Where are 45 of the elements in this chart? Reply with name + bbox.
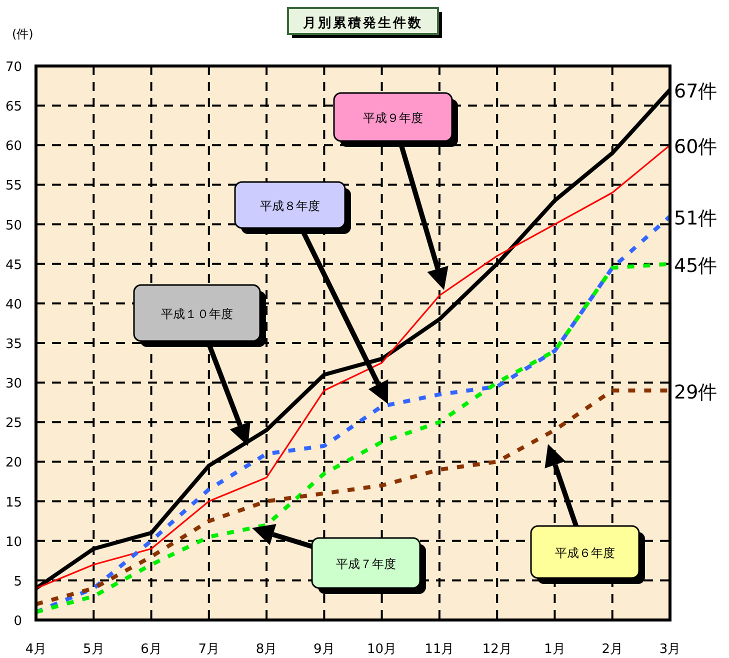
y-tick-label: 40	[5, 297, 22, 312]
title: 月別累積発生件数	[287, 7, 442, 38]
x-tick-label: 7月	[198, 642, 220, 657]
x-tick-label: 4月	[25, 642, 47, 657]
annotation: 平成６年度	[530, 444, 645, 584]
annotation: 平成９年度	[363, 111, 423, 125]
y-tick-label: 20	[5, 456, 22, 471]
x-tick-label: 6月	[140, 642, 162, 657]
y-tick-label: 0	[14, 614, 22, 629]
x-tick-label: 5月	[82, 642, 104, 657]
annotation: 平成７年度	[252, 524, 426, 594]
data-label: 67件	[674, 80, 718, 103]
x-tick-label: 12月	[482, 642, 512, 657]
x-tick-label: 11月	[424, 642, 454, 657]
y-tick-label: 35	[5, 337, 22, 352]
y-tick-label: 65	[5, 100, 22, 115]
data-label: 51件	[674, 207, 718, 230]
x-tick-label: 1月	[544, 642, 566, 657]
annotation: 平成８年度	[234, 181, 388, 404]
annotation: 平成７年度	[336, 557, 396, 571]
data-label: 29件	[674, 381, 718, 404]
x-tick-label: 2月	[602, 642, 624, 657]
annotation: 平成６年度	[555, 546, 615, 560]
y-tick-label: 50	[5, 218, 22, 234]
data-label: 45件	[674, 254, 718, 277]
x-tick-label: 8月	[256, 642, 278, 657]
annotation: 平成８年度	[260, 199, 320, 213]
y-tick-label: 30	[5, 376, 22, 392]
x-tick-label: 3月	[659, 642, 681, 657]
annotation: 平成１０年度	[161, 307, 233, 321]
annotation: 平成９年度	[333, 92, 458, 290]
y-tick-label: 70	[5, 60, 22, 75]
y-tick-label: 55	[5, 178, 22, 194]
y-axis-title: (件)	[12, 27, 34, 41]
y-tick-label: 15	[5, 495, 22, 510]
data-label: 60件	[674, 136, 718, 158]
y-tick-label: 60	[5, 139, 22, 154]
y-tick-label: 45	[5, 258, 22, 273]
x-tick-label: 9月	[314, 642, 335, 657]
y-tick-label: 5	[14, 574, 22, 590]
y-tick-label: 25	[5, 416, 22, 432]
chart-title: 月別累積発生件数	[302, 16, 423, 31]
annotation: 平成１０年度	[133, 284, 266, 446]
x-tick-label: 10月	[367, 642, 397, 657]
y-tick-label: 10	[5, 534, 22, 550]
